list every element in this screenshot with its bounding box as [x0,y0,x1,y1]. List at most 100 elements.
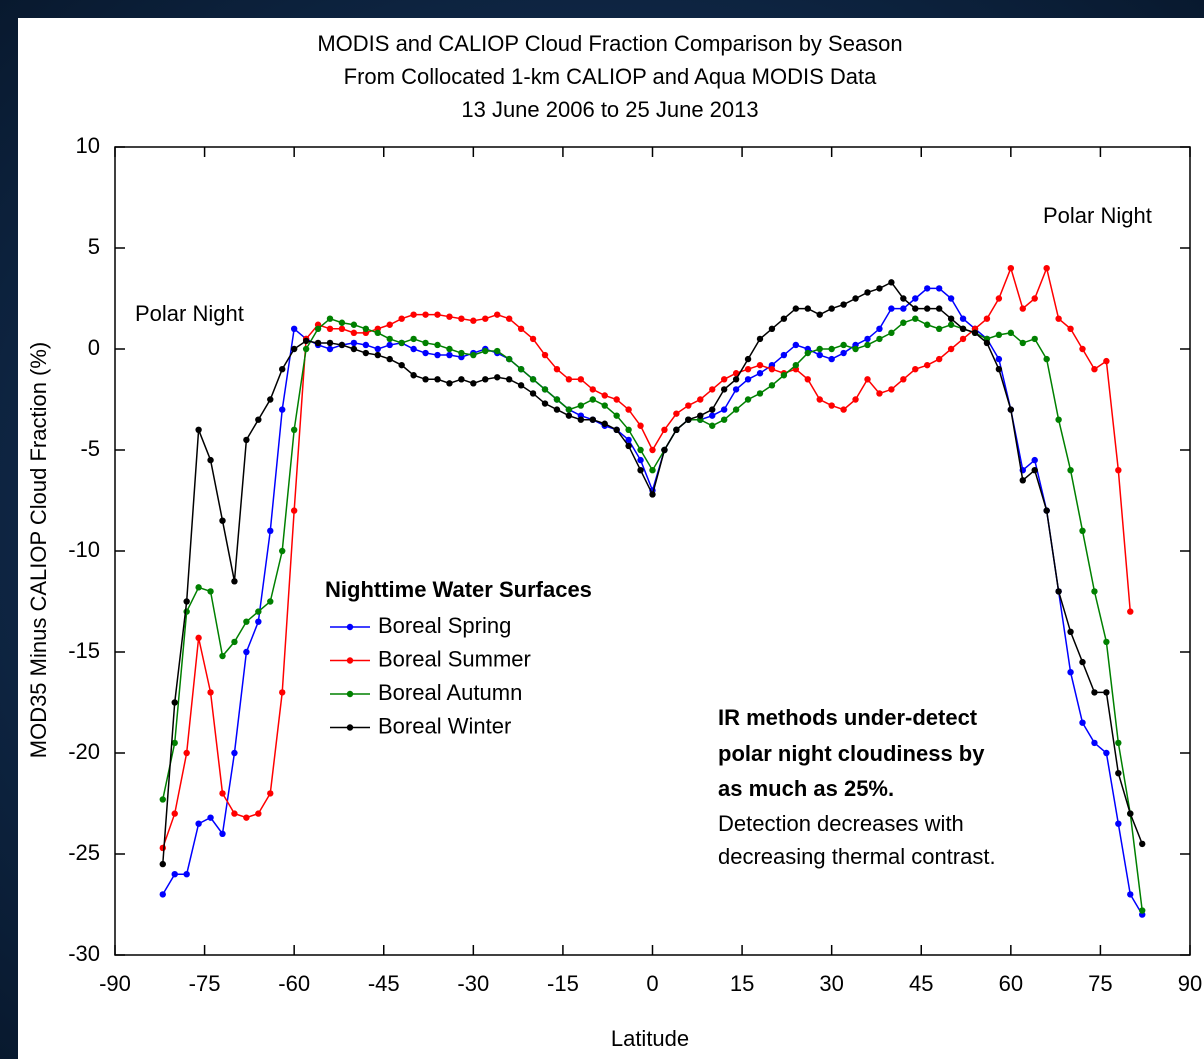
data-point [601,392,608,399]
data-point [816,396,823,403]
data-point [828,355,835,363]
data-point [279,366,286,373]
data-point [601,420,608,427]
title-line: MODIS and CALIOP Cloud Fraction Comparis… [317,31,902,56]
y-axis-label: MOD35 Minus CALIOP Cloud Fraction (%) [26,342,51,759]
data-point [338,325,346,332]
data-point [780,351,788,359]
data-point [912,366,919,373]
data-point [840,301,847,308]
data-point [243,814,250,821]
data-point [1079,527,1086,534]
data-point [279,406,286,413]
x-tick-label: -90 [99,971,131,996]
data-point [326,325,334,332]
data-point [1043,265,1050,272]
data-point [720,416,728,423]
data-point [458,376,465,383]
data-point [219,790,226,797]
data-point [732,406,740,413]
data-point [470,351,477,359]
note-bold: polar night cloudiness by [718,741,985,766]
data-point [864,289,871,296]
data-point [935,305,943,312]
data-point [768,382,776,389]
data-point [446,345,453,353]
data-point [541,400,549,407]
y-tick-label: -25 [68,840,100,865]
data-point [1019,477,1026,484]
data-point [637,446,644,454]
data-point [959,335,967,343]
data-point [422,376,429,383]
data-point [816,351,823,359]
data-point [1079,719,1086,726]
data-point [876,335,883,343]
data-point [1091,689,1098,696]
data-point [302,345,310,353]
data-point [744,376,752,383]
data-point [864,335,871,343]
data-point [1007,329,1015,337]
data-point [876,390,883,397]
data-point [267,396,274,403]
data-point [207,689,214,696]
data-point [195,584,202,591]
data-point [446,351,453,359]
legend-marker [346,657,354,664]
data-point [553,406,561,413]
x-tick-label: 45 [909,971,933,996]
data-point [613,426,620,433]
data-point [529,335,537,343]
data-point [279,547,286,555]
data-point [577,402,585,409]
data-point [207,814,214,821]
data-point [732,370,740,377]
data-point [756,370,764,377]
x-tick-label: -60 [278,971,310,996]
data-point [422,311,429,318]
data-point [1031,456,1038,464]
y-tick-label: -10 [68,537,100,562]
data-point [267,790,274,797]
data-point [732,386,740,393]
data-point [446,313,453,320]
data-point [1067,325,1074,332]
data-point [1031,335,1038,343]
data-point [231,638,238,646]
data-point [494,347,501,355]
data-point [947,321,955,328]
data-point [1031,467,1038,474]
data-point [434,351,441,359]
data-point [207,588,214,595]
data-point [350,329,358,337]
legend-marker [346,690,354,698]
data-point [673,410,680,417]
data-point [458,315,465,322]
data-point [195,634,202,642]
data-point [673,426,680,433]
data-point [505,315,513,322]
data-point [888,305,895,312]
data-point [1091,366,1098,373]
data-point [1139,840,1146,848]
panel [18,18,1204,1059]
data-point [410,311,417,318]
data-point [171,699,178,706]
data-point [1103,749,1110,757]
legend-label: Boreal Summer [378,646,531,671]
data-point [159,796,166,803]
data-point [195,426,202,433]
data-point [231,578,238,585]
data-point [924,321,931,328]
data-point [720,386,728,393]
x-tick-label: 15 [730,971,754,996]
data-point [434,376,441,383]
data-point [589,386,596,393]
data-point [446,380,453,387]
title-line: From Collocated 1-km CALIOP and Aqua MOD… [344,64,877,89]
data-point [517,366,525,373]
data-point [279,689,286,696]
data-point [482,315,489,322]
data-point [1067,669,1074,676]
